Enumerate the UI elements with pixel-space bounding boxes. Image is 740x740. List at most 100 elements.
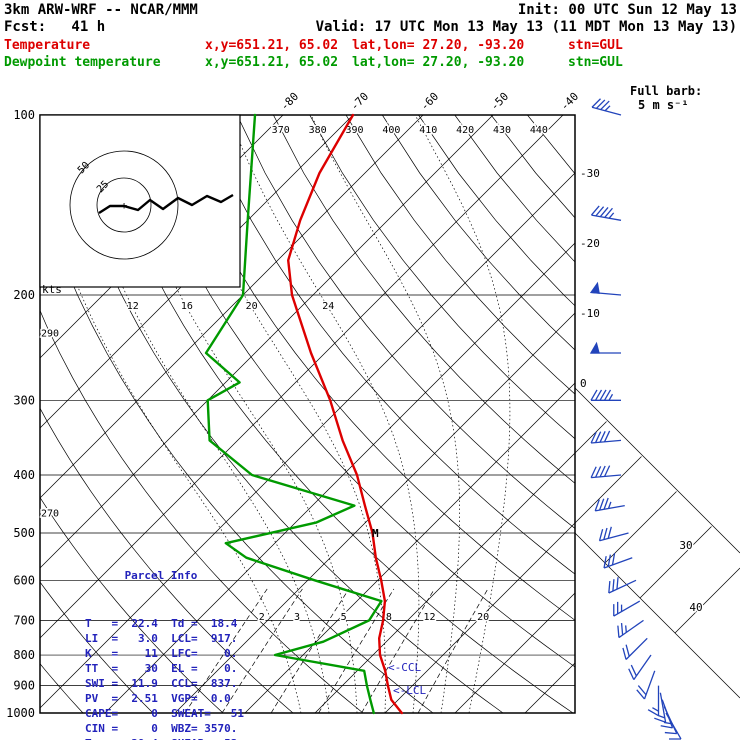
dry-adiabat	[40, 496, 224, 713]
annotation-m: M	[372, 527, 379, 540]
isotherm-line	[40, 115, 354, 429]
dry-adiabat	[40, 309, 364, 713]
parcel-info-title: Parcel Info	[124, 569, 198, 582]
wind-barb	[622, 637, 648, 660]
temperature-legend-label: Temperature	[4, 38, 91, 53]
wind-barb	[591, 98, 622, 116]
dry-adiabat	[200, 115, 575, 575]
dry-adiabat	[55, 115, 504, 713]
forecast-hour: Fcst: 41 h	[4, 19, 106, 35]
isotherm-line	[104, 242, 575, 713]
parcel-info-line: CIN = 0 WBZ= 3570.	[85, 722, 238, 735]
wind-barb	[590, 430, 622, 444]
moist-adiabat-label: 20	[246, 301, 258, 312]
isotherm-extension	[639, 526, 712, 599]
isotherm-label-lower-right: 40	[689, 601, 702, 614]
wind-barb	[613, 600, 641, 617]
isotherm-line	[454, 592, 575, 713]
moist-adiabat-label: 12	[127, 301, 139, 312]
pressure-tick-label: 300	[13, 393, 35, 407]
dry-adiabat	[345, 115, 575, 395]
dewpoint-xy: x,y=651.21, 65.02	[205, 55, 339, 70]
isotherm-label-top: -70	[348, 90, 371, 113]
dry-adiabat	[40, 194, 434, 713]
isotherm-line	[174, 312, 575, 713]
hodograph-ring	[96, 177, 152, 233]
isotherm-extension	[574, 421, 607, 454]
parcel-info-line: PV = 2.51 VGP= 0.0	[85, 692, 231, 705]
dry-adiabat-label: 390	[345, 125, 363, 136]
dry-adiabat-label: 380	[309, 125, 327, 136]
parcel-info-lines: T = 22.4 Td = 18.4 LI = 3.0 LCL= 917. K = …	[85, 616, 244, 740]
dry-adiabat	[40, 581, 154, 713]
mixing-ratio-line	[361, 588, 435, 713]
mixing-ratio-label: 12	[424, 612, 436, 623]
isotherm-extension	[604, 491, 677, 564]
dry-adiabat-label: 410	[419, 125, 437, 136]
lower-right-extension	[574, 387, 740, 699]
wind-barb	[603, 552, 633, 569]
dewpoint-trace	[204, 113, 383, 715]
dry-adiabat	[418, 115, 575, 307]
wind-barb	[590, 205, 622, 221]
isotherm-label-top: -60	[418, 90, 441, 113]
wind-barb	[636, 670, 656, 700]
parcel-info-line: SWI = 11.9 CCL= 837.	[85, 677, 238, 690]
wind-barb	[647, 685, 660, 717]
dewpoint-station: stn=GUL	[568, 55, 623, 70]
moist-adiabat	[310, 115, 460, 713]
mixing-ratio-label: 2	[259, 612, 265, 623]
dry-adiabat-label: 440	[530, 125, 548, 136]
moist-adiabat-label: 16	[181, 301, 193, 312]
dry-adiabat	[309, 115, 575, 440]
dewpoint-latlon: lat,lon= 27.20, -93.20	[352, 55, 525, 70]
pressure-tick-label: 800	[13, 648, 35, 662]
barb-legend-value: 5 m s⁻¹	[638, 98, 689, 112]
mixing-ratio-line	[221, 588, 303, 713]
wind-barb	[654, 692, 667, 723]
wind-barb	[589, 341, 621, 354]
wind-barb	[589, 281, 622, 296]
pressure-tick-label: 700	[13, 613, 35, 627]
temperature-trace	[287, 113, 403, 715]
wind-barb	[617, 619, 644, 639]
hodograph-trace	[98, 193, 234, 215]
mixing-ratio-line	[417, 588, 489, 713]
parcel-info-line: LI = 3.0 LCL= 917.	[85, 632, 238, 645]
annotation-lcl: <-LCL	[393, 684, 426, 697]
annotation-ccl: <-CCL	[388, 661, 421, 674]
wind-barb-column	[589, 98, 682, 740]
isotherm-label-right: -20	[580, 237, 600, 250]
dry-adiabat	[382, 115, 575, 351]
isotherm-extension	[574, 456, 642, 524]
diagonal-border	[574, 532, 740, 699]
isotherm-line	[524, 662, 575, 713]
pressure-tick-label: 400	[13, 468, 35, 482]
isotherm-line	[384, 522, 575, 713]
parcel-info-line: CAPE= 0 SWEAT= 51	[85, 707, 244, 720]
mixing-ratio-line	[184, 588, 268, 713]
dry-adiabat	[273, 115, 575, 484]
parcel-info-panel: Parcel Info T = 22.4 Td = 18.4 LI = 3.0 L…	[85, 538, 244, 740]
dry-adiabat-label: 370	[272, 125, 290, 136]
wind-barb	[590, 389, 621, 401]
moist-adiabat	[414, 115, 511, 713]
isotherm-label-top: -50	[488, 90, 511, 113]
mixing-ratio-label: 5	[341, 612, 347, 623]
wind-barb	[628, 654, 652, 680]
isotherm-label-right: -30	[580, 167, 600, 180]
dry-adiabat	[91, 115, 574, 713]
dry-adiabat	[236, 115, 575, 529]
temperature-xy: x,y=651.21, 65.02	[205, 38, 339, 53]
model-title: 3km ARW-WRF -- NCAR/MMM	[4, 2, 198, 18]
isotherm-label-right: 0	[580, 377, 587, 390]
mixing-ratio-label: 8	[386, 612, 392, 623]
isotherm-line	[0, 115, 3, 713]
wind-barb	[608, 577, 637, 594]
wind-barb	[598, 526, 629, 542]
moist-adiabat	[40, 172, 302, 713]
mixing-ratio-line	[270, 588, 350, 713]
moist-adiabat	[228, 115, 420, 713]
